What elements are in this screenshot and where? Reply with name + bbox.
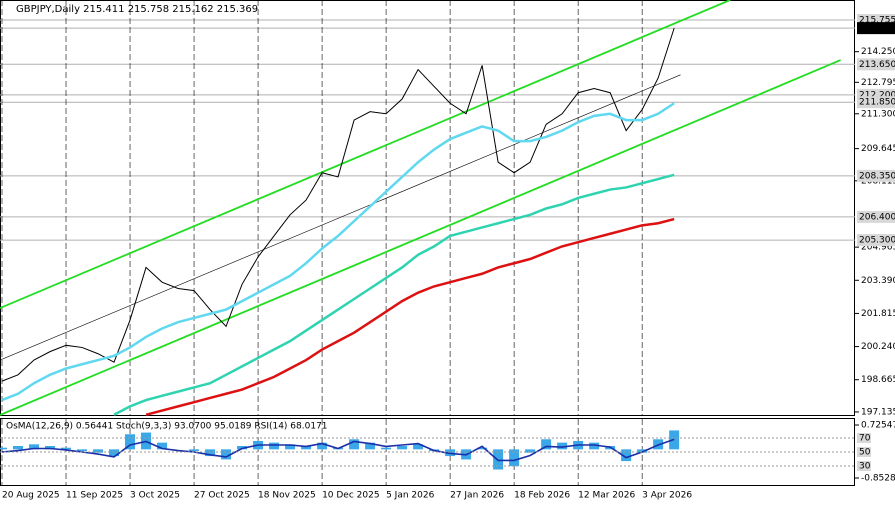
y-tick-label: 214.250 (861, 47, 895, 57)
y-tick-label: 197.135 (861, 407, 895, 417)
rsi-line (1, 438, 675, 462)
level-label-bg (857, 169, 895, 182)
x-tick-label: 20 Aug 2025 (2, 491, 60, 501)
level-label: 205.300 (859, 236, 895, 246)
y-tick-label: 209.645 (861, 144, 895, 154)
x-tick-label: 3 Apr 2026 (642, 491, 692, 501)
rsi-label-bg (857, 433, 871, 443)
x-tick-label: 3 Oct 2025 (130, 491, 180, 501)
osma-bar (45, 446, 56, 450)
level-label-bg (857, 96, 895, 109)
series-line (145, 217, 675, 416)
indicator-title: OsMA(12,26,9) 0.56441 Stoch(9,3,3) 93.07… (6, 422, 328, 432)
y-tick-label: 204.965 (861, 243, 895, 253)
osma-bar (637, 449, 648, 453)
osma-bar (221, 449, 232, 460)
level-label-bg (857, 234, 895, 247)
rsi-tick-label: 30 (859, 462, 871, 472)
level-label: 215.369 (859, 24, 895, 34)
x-tick-label: 18 Feb 2026 (514, 491, 570, 501)
osma-bar (285, 444, 296, 450)
osma-bar (301, 446, 312, 450)
rsi-label-bg (857, 447, 871, 457)
osma-bar (77, 449, 88, 452)
series-line (1, 102, 675, 402)
level-label-bg (857, 22, 895, 35)
osma-bar (109, 449, 120, 457)
level-label: 212.200 (859, 90, 895, 100)
x-tick-label: 12 Mar 2026 (578, 491, 635, 501)
osma-bar (61, 447, 72, 450)
osma-bar (621, 449, 632, 462)
trend-line (0, 0, 731, 309)
osma-bar (93, 449, 104, 453)
osma-bar (541, 439, 552, 450)
level-label-bg (857, 58, 895, 71)
x-tick-label: 11 Sep 2025 (66, 491, 123, 501)
osma-bar (317, 442, 328, 450)
level-label-bg (857, 13, 895, 26)
osma-bar (525, 449, 536, 453)
osma-bar (477, 447, 488, 450)
level-label: 208.350 (859, 171, 895, 181)
osma-bar (269, 442, 280, 450)
trend-line (0, 74, 681, 361)
osma-bar (157, 442, 168, 450)
level-label-bg (857, 210, 895, 223)
y-tick-label: 200.240 (861, 342, 895, 352)
osma-bar (381, 447, 392, 450)
x-tick-label: 18 Nov 2025 (258, 491, 316, 501)
x-tick-label: 27 Oct 2025 (194, 491, 250, 501)
series-line (113, 173, 675, 416)
osma-tick-label: -0.85281 (861, 474, 895, 484)
y-tick-label: 211.300 (861, 109, 895, 119)
osma-bar (205, 449, 216, 457)
level-label: 206.400 (859, 212, 895, 222)
level-label: 211.850 (859, 98, 895, 108)
x-tick-label: 27 Jan 2026 (450, 491, 504, 501)
osma-bar (13, 446, 24, 450)
series-line (1, 27, 675, 382)
osma-bar (125, 434, 136, 450)
osma-bar (397, 446, 408, 450)
rsi-label-bg (857, 461, 871, 471)
osma-bar (365, 442, 376, 450)
rsi-tick-label: 70 (859, 434, 871, 444)
osma-bar (413, 444, 424, 450)
osma-tick-label: 0.72547 (861, 421, 895, 431)
y-tick-label: 201.815 (861, 309, 895, 319)
osma-bar (589, 442, 600, 450)
osma-bar (0, 447, 8, 450)
osma-bar (557, 442, 568, 450)
rsi-tick-label: 50 (859, 448, 871, 458)
main-panel (0, 0, 855, 416)
x-tick-label: 5 Jan 2026 (386, 491, 434, 501)
trend-line (0, 59, 841, 416)
level-label: 213.650 (859, 60, 895, 70)
x-tick-label: 10 Dec 2025 (322, 491, 380, 501)
osma-bar (29, 444, 40, 450)
chart-title: GBPJPY,Daily 215.411 215.758 215.162 215… (16, 4, 258, 15)
osma-bar (509, 449, 520, 467)
y-tick-label: 212.795 (861, 78, 895, 88)
y-tick-label: 203.390 (861, 276, 895, 286)
osma-bar (349, 439, 360, 450)
osma-bar (189, 449, 200, 452)
level-label: 215.755 (859, 15, 895, 25)
y-tick-label: 198.665 (861, 375, 895, 385)
